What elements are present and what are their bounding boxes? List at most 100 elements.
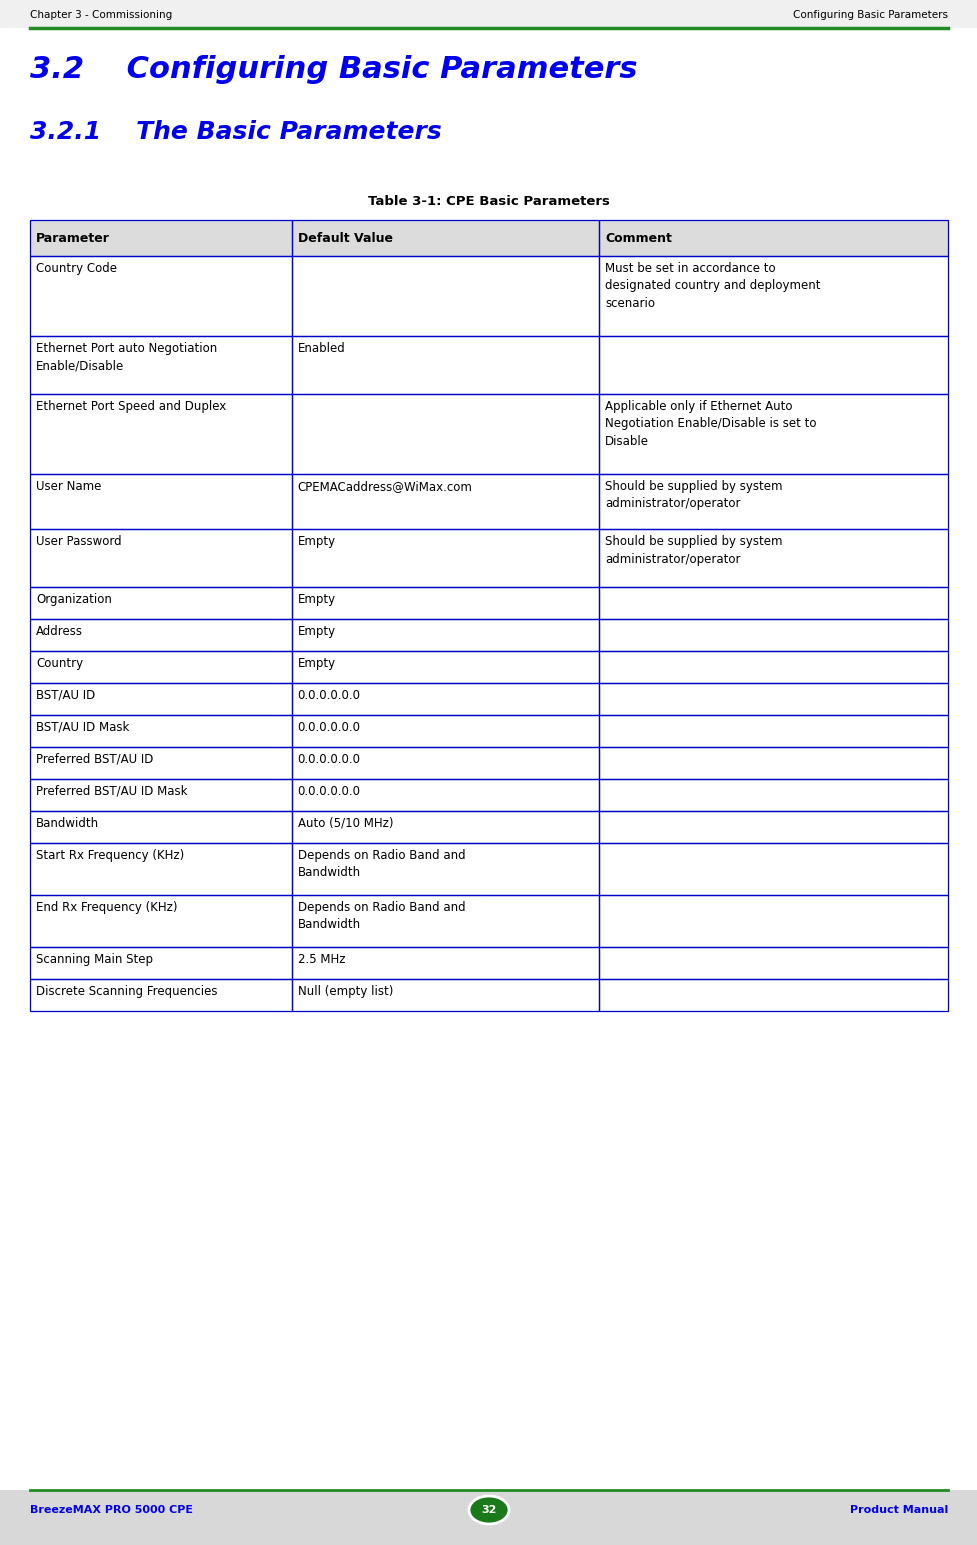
Text: Chapter 3 - Commissioning: Chapter 3 - Commissioning [30,9,172,20]
Bar [291,219,599,256]
Bar [30,715,291,746]
Ellipse shape [469,1496,508,1523]
Text: Empty: Empty [297,626,335,638]
Text: Configuring Basic Parameters: Configuring Basic Parameters [792,9,947,20]
Text: Ethernet Port Speed and Duplex: Ethernet Port Speed and Duplex [36,400,226,413]
Bar [599,895,947,947]
Bar [291,683,599,715]
Text: Parameter: Parameter [36,232,109,244]
Text: 32: 32 [481,1505,496,1516]
Bar [599,256,947,335]
Bar [291,811,599,844]
Text: 0.0.0.0.0.0: 0.0.0.0.0.0 [297,722,361,734]
Bar [599,620,947,650]
Bar [30,650,291,683]
Text: Empty: Empty [297,535,335,548]
Bar [30,947,291,980]
Text: 0.0.0.0.0.0: 0.0.0.0.0.0 [297,689,361,701]
Text: 0.0.0.0.0.0: 0.0.0.0.0.0 [297,752,361,766]
Bar [30,474,291,528]
Bar [291,947,599,980]
Text: Default Value: Default Value [297,232,392,244]
Text: End Rx Frequency (KHz): End Rx Frequency (KHz) [36,901,177,915]
Bar [291,746,599,779]
Text: Preferred BST/AU ID: Preferred BST/AU ID [36,752,153,766]
Bar [30,779,291,811]
Bar [291,715,599,746]
Text: Applicable only if Ethernet Auto
Negotiation Enable/Disable is set to
Disable: Applicable only if Ethernet Auto Negotia… [605,400,816,448]
Bar [30,844,291,895]
Text: Organization: Organization [36,593,111,606]
Text: Comment: Comment [605,232,671,244]
Bar [291,256,599,335]
Bar [291,528,599,587]
Bar [30,394,291,474]
Bar [599,219,947,256]
Text: Address: Address [36,626,83,638]
Text: Start Rx Frequency (KHz): Start Rx Frequency (KHz) [36,850,184,862]
Bar [291,335,599,394]
Text: Ethernet Port auto Negotiation
Enable/Disable: Ethernet Port auto Negotiation Enable/Di… [36,341,217,372]
Text: User Name: User Name [36,480,102,493]
Bar [599,779,947,811]
Text: Discrete Scanning Frequencies: Discrete Scanning Frequencies [36,986,217,998]
Bar [599,528,947,587]
Bar [291,980,599,1010]
Bar [599,219,947,256]
Text: Empty: Empty [297,657,335,671]
Bar [30,980,291,1010]
Bar [30,620,291,650]
Bar [30,256,291,335]
Bar [291,779,599,811]
Bar [291,474,599,528]
Text: User Password: User Password [36,535,121,548]
Bar [291,587,599,620]
Bar [291,394,599,474]
Bar [599,394,947,474]
Bar [599,844,947,895]
Bar [291,650,599,683]
Text: Country Code: Country Code [36,263,117,275]
Text: Should be supplied by system
administrator/operator: Should be supplied by system administrat… [605,480,782,510]
Bar [599,746,947,779]
Text: BreezeMAX PRO 5000 CPE: BreezeMAX PRO 5000 CPE [30,1505,192,1516]
Bar [599,683,947,715]
Text: Auto (5/10 MHz): Auto (5/10 MHz) [297,817,393,830]
Bar [599,650,947,683]
Bar [30,811,291,844]
Text: Enabled: Enabled [297,341,345,355]
Text: Must be set in accordance to
designated country and deployment
scenario: Must be set in accordance to designated … [605,263,820,311]
Text: Product Manual: Product Manual [849,1505,947,1516]
Text: Preferred BST/AU ID Mask: Preferred BST/AU ID Mask [36,785,188,799]
Bar [30,219,291,256]
Text: Table 3-1: CPE Basic Parameters: Table 3-1: CPE Basic Parameters [367,195,610,209]
Bar [30,528,291,587]
Bar [291,620,599,650]
Bar [30,895,291,947]
Bar [599,474,947,528]
Text: 2.5 MHz: 2.5 MHz [297,953,345,966]
Bar [30,683,291,715]
Text: Country: Country [36,657,83,671]
Bar [599,335,947,394]
Text: Scanning Main Step: Scanning Main Step [36,953,152,966]
Text: Empty: Empty [297,593,335,606]
Bar [291,895,599,947]
Text: BST/AU ID Mask: BST/AU ID Mask [36,722,129,734]
Text: BST/AU ID: BST/AU ID [36,689,95,701]
Bar [0,1489,977,1545]
Text: 3.2    Configuring Basic Parameters: 3.2 Configuring Basic Parameters [30,56,637,83]
Text: Null (empty list): Null (empty list) [297,986,393,998]
Text: 3.2.1    The Basic Parameters: 3.2.1 The Basic Parameters [30,121,442,144]
Bar [30,219,291,256]
Bar [0,0,977,28]
Bar [30,335,291,394]
Bar [291,219,599,256]
Bar [599,947,947,980]
Text: CPEMACaddress@WiMax.com: CPEMACaddress@WiMax.com [297,480,472,493]
Bar [291,844,599,895]
Bar [30,587,291,620]
Bar [599,811,947,844]
Text: Bandwidth: Bandwidth [36,817,99,830]
Bar [599,715,947,746]
